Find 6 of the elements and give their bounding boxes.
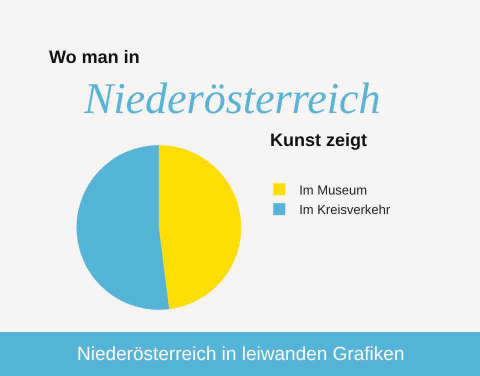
- pie-slice: [158, 145, 242, 310]
- legend-label: Im Museum: [299, 182, 368, 198]
- chart-title: Wo man in Niederösterreich Kunst zeigt: [49, 47, 381, 150]
- text: Niederösterreich in leiwanden Grafiken: [77, 344, 404, 365]
- pie-slice: [76, 145, 170, 310]
- legend-label: Im Kreisverkehr: [299, 202, 391, 218]
